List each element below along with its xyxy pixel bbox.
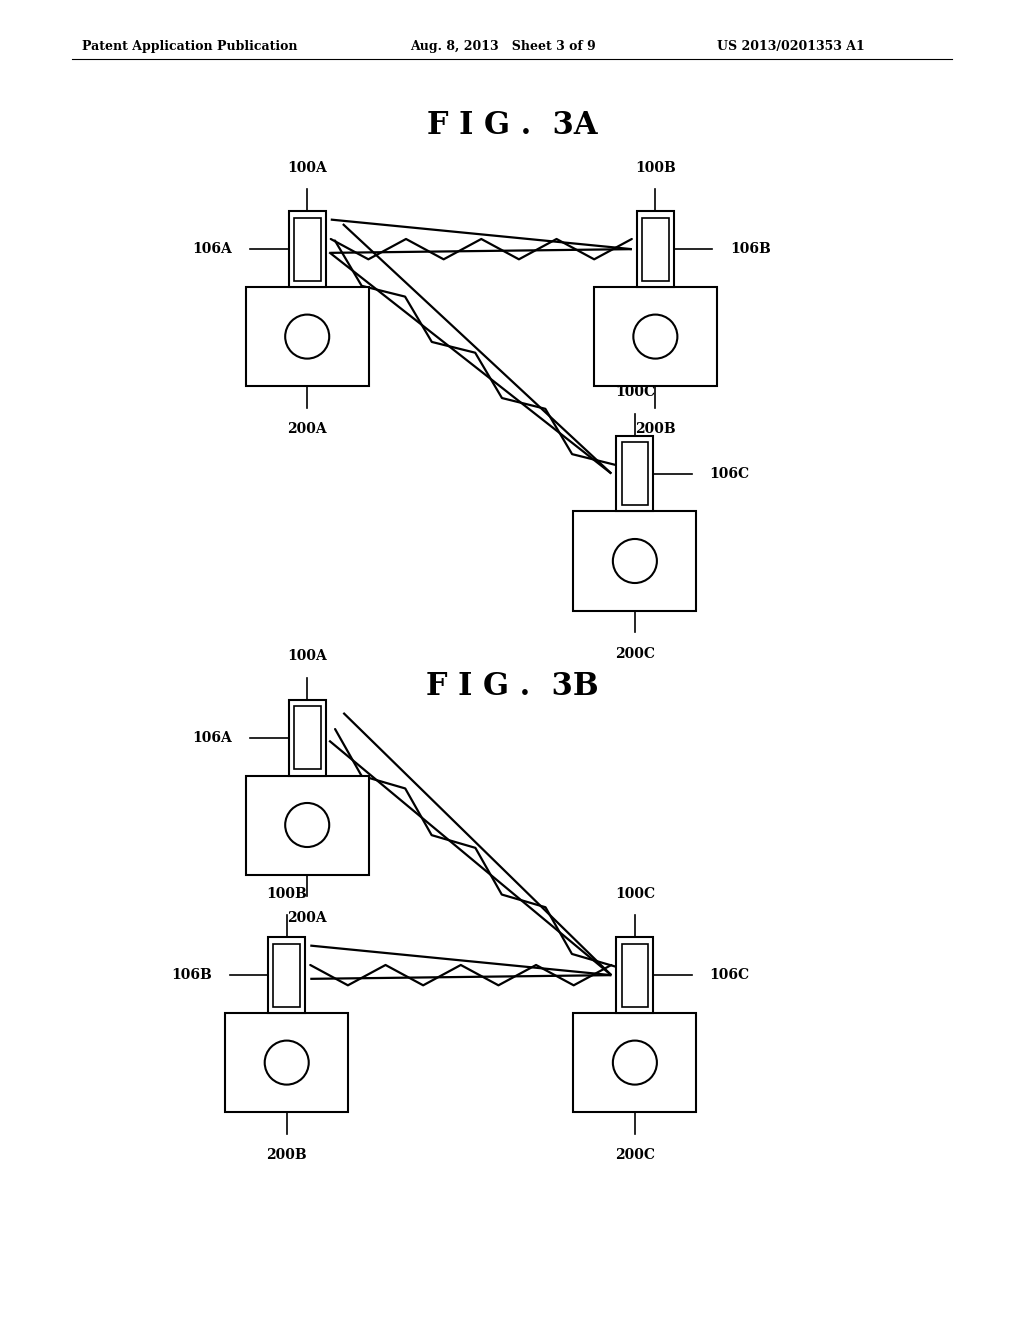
Text: F I G .  3B: F I G . 3B [426, 671, 598, 702]
Text: 200A: 200A [288, 422, 327, 437]
Text: 106C: 106C [710, 466, 750, 480]
Text: 200C: 200C [614, 1148, 655, 1163]
Text: 100A: 100A [288, 161, 327, 176]
Text: 106A: 106A [193, 242, 232, 256]
Ellipse shape [285, 314, 330, 359]
Text: Patent Application Publication: Patent Application Publication [82, 40, 297, 53]
Text: F I G .  3A: F I G . 3A [427, 110, 597, 141]
Bar [294, 218, 321, 281]
Bar [616, 937, 653, 1014]
Bar [294, 706, 321, 768]
Text: Aug. 8, 2013   Sheet 3 of 9: Aug. 8, 2013 Sheet 3 of 9 [410, 40, 595, 53]
Text: 200A: 200A [288, 911, 327, 925]
Bar [622, 442, 648, 504]
Ellipse shape [285, 803, 330, 847]
Bar [225, 1014, 348, 1111]
Text: 200C: 200C [614, 647, 655, 661]
Bar [594, 288, 717, 385]
Ellipse shape [612, 1040, 657, 1085]
Bar [642, 218, 669, 281]
Bar [289, 700, 326, 776]
Ellipse shape [264, 1040, 309, 1085]
Bar [246, 288, 369, 385]
Bar [573, 511, 696, 610]
Text: 100B: 100B [635, 161, 676, 176]
Text: 100A: 100A [288, 649, 327, 663]
Bar [622, 944, 648, 1006]
Text: 100C: 100C [614, 887, 655, 900]
Bar [273, 944, 300, 1006]
Text: 100C: 100C [614, 385, 655, 399]
Text: 100B: 100B [266, 887, 307, 900]
Bar [573, 1014, 696, 1111]
Bar [268, 937, 305, 1014]
Ellipse shape [633, 314, 678, 359]
Text: 200B: 200B [266, 1148, 307, 1163]
Text: 106B: 106B [171, 968, 212, 982]
Ellipse shape [612, 539, 657, 583]
Text: 106A: 106A [193, 730, 232, 744]
Bar [637, 211, 674, 288]
Text: 200B: 200B [635, 422, 676, 437]
Text: US 2013/0201353 A1: US 2013/0201353 A1 [717, 40, 864, 53]
Text: 106C: 106C [710, 968, 750, 982]
Bar [246, 775, 369, 874]
Text: 106B: 106B [730, 242, 771, 256]
Bar [289, 211, 326, 288]
Bar [616, 436, 653, 511]
